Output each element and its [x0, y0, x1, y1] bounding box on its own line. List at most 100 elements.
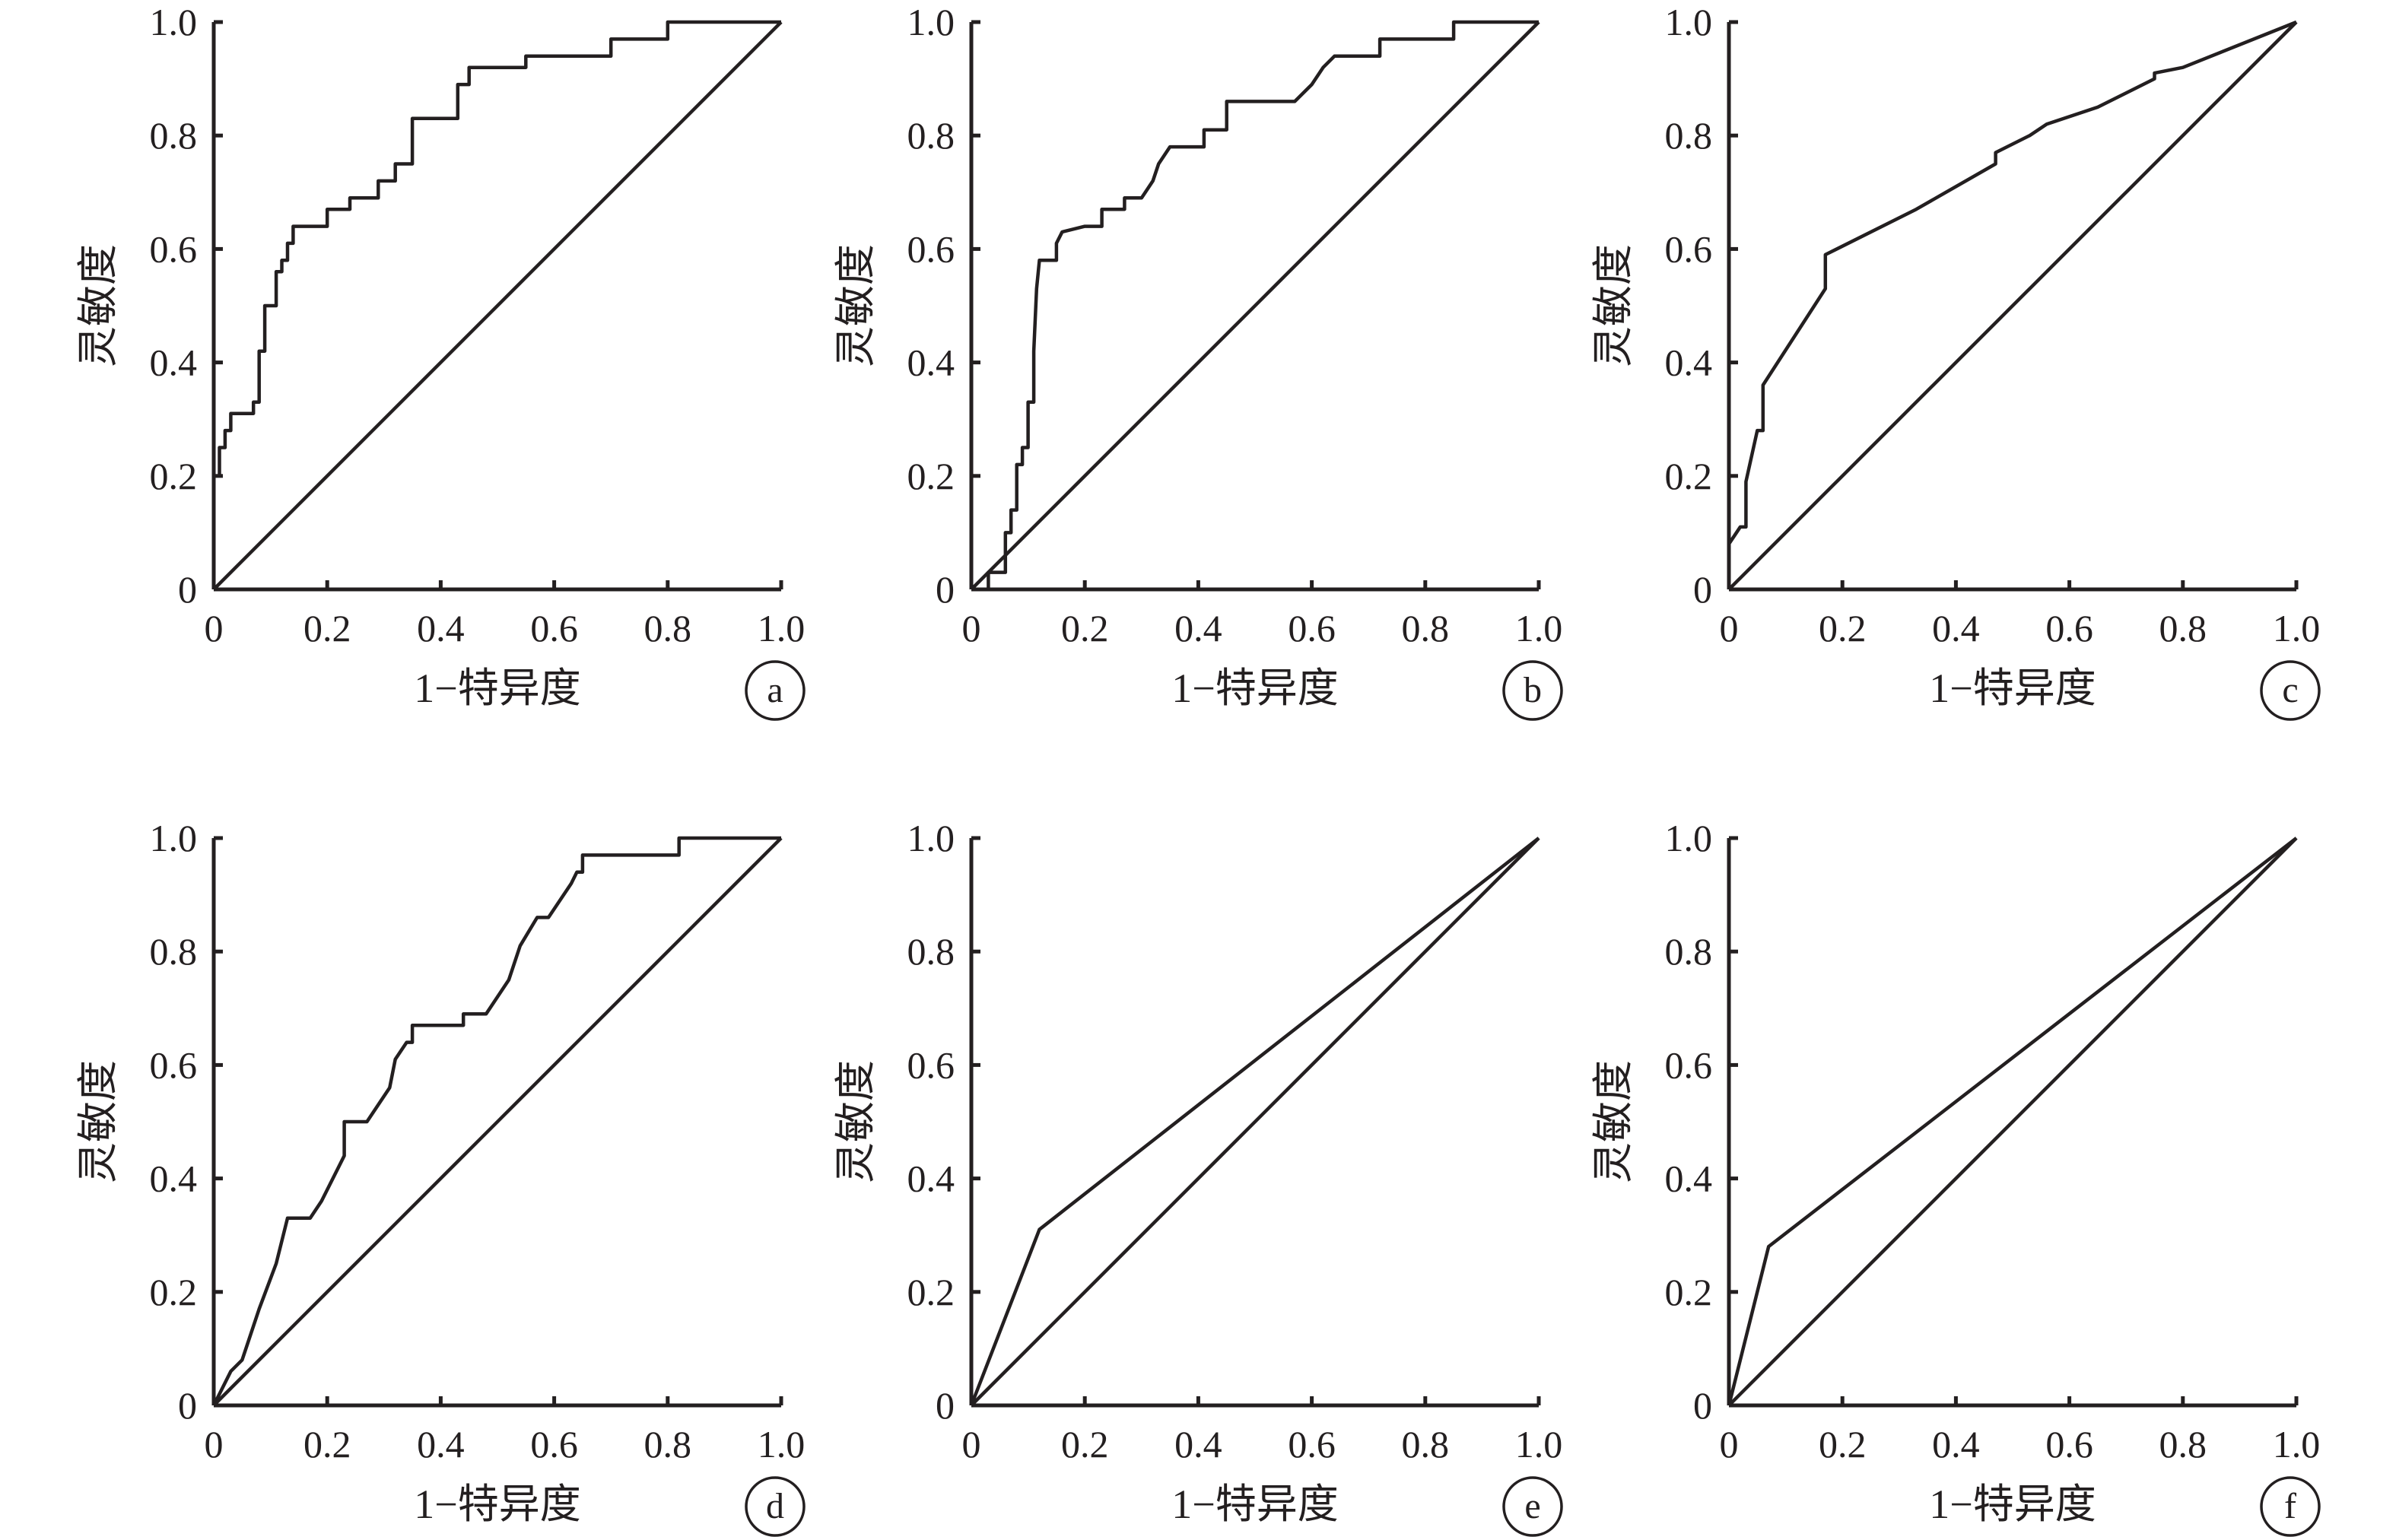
x-tick-label: 0.4: [417, 607, 465, 649]
x-tick-label: 1.0: [2273, 607, 2321, 649]
y-tick-label: 0.6: [1665, 1043, 1713, 1086]
y-axis-title: 灵敏度: [1590, 244, 1636, 367]
panel-tag-label: a: [767, 670, 783, 710]
panel-tag-label: e: [1524, 1486, 1540, 1526]
panel-tag-label: f: [2284, 1486, 2296, 1526]
x-axis-title: 1−特异度: [414, 1481, 580, 1527]
x-tick-label: 0.2: [303, 607, 351, 649]
x-tick-label: 0.8: [2159, 607, 2207, 649]
y-tick-label: 0.8: [1665, 930, 1713, 973]
y-tick-label: 1.0: [150, 1, 198, 43]
reference-diagonal-line: [1727, 837, 2298, 1407]
y-tick-label: 0.8: [907, 930, 955, 973]
chart-panel-b: 0 0.2 0.4 0.6 0.8 1.0 0 0.2 0.4 0.6 0.8 1.0 1−特异度 灵敏度…: [833, 1, 1563, 721]
chart-panel-c: 0 0.2 0.4 0.6 0.8 1.0 0 0.2 0.4 0.6 0.8 1.0 1−特异度 灵敏度…: [1590, 1, 2321, 721]
y-tick-label: 0.2: [150, 455, 198, 497]
y-tick-label: 0.2: [150, 1271, 198, 1313]
x-tick-label: 0.6: [2045, 1423, 2093, 1465]
x-tick-label: 0.8: [1402, 607, 1450, 649]
y-tick-label: 1.0: [1665, 817, 1713, 859]
x-tick-label: 0.8: [644, 1423, 692, 1465]
chart-panel-d: 0 0.2 0.4 0.6 0.8 1.0 0 0.2 0.4 0.6 0.8 1.0 1−特异度 灵敏度…: [75, 817, 806, 1537]
panel-tag-circle: [1502, 660, 1563, 721]
y-tick-label: 0: [1693, 1384, 1712, 1427]
x-axis-title: 1−特异度: [414, 665, 580, 711]
y-tick-label: 1.0: [150, 817, 198, 859]
panel-tag-label: c: [2282, 670, 2298, 710]
x-tick-label: 0.2: [1061, 1423, 1109, 1465]
roc-curve-line: [1727, 837, 2298, 1406]
y-tick-label: 0.2: [907, 1271, 955, 1313]
y-tick-label: 1.0: [1665, 1, 1713, 43]
y-axis-title: 灵敏度: [75, 1060, 121, 1183]
chart-panel-a: 0 0.2 0.4 0.6 0.8 1.0 0 0.2 0.4 0.6 0.8 1.0 1−特异度 灵敏度…: [75, 1, 806, 721]
y-tick-label: 0.4: [150, 341, 198, 384]
x-tick-label: 1.0: [2273, 1423, 2321, 1465]
x-tick-label: 1.0: [1515, 607, 1563, 649]
reference-diagonal-line: [970, 837, 1540, 1407]
panel-tag-circle: [745, 1476, 806, 1537]
y-tick-label: 0.2: [907, 455, 955, 497]
y-tick-label: 0: [936, 568, 955, 611]
panel-tag-circle: [2260, 1476, 2321, 1537]
x-tick-label: 0: [205, 1423, 224, 1465]
x-tick-label: 0.6: [2045, 607, 2093, 649]
x-tick-label: 0.4: [1932, 607, 1980, 649]
y-tick-label: 0.6: [907, 1043, 955, 1086]
x-tick-label: 1.0: [1515, 1423, 1563, 1465]
y-tick-label: 1.0: [907, 817, 955, 859]
y-tick-label: 0: [1693, 568, 1712, 611]
roc-curve-line: [1727, 20, 2297, 545]
y-tick-label: 0.4: [1665, 341, 1713, 384]
x-axis-title: 1−特异度: [1929, 1481, 2096, 1527]
x-tick-label: 0.2: [303, 1423, 351, 1465]
x-tick-label: 0.2: [1061, 607, 1109, 649]
y-tick-label: 0.6: [150, 227, 198, 270]
panel-tag-label: b: [1524, 670, 1542, 710]
x-tick-label: 0.6: [1288, 1423, 1336, 1465]
y-tick-label: 0.6: [150, 1043, 198, 1086]
x-axis-title: 1−特异度: [1171, 1481, 1338, 1527]
y-tick-label: 0.6: [907, 227, 955, 270]
y-axis-title: 灵敏度: [75, 244, 121, 367]
y-tick-label: 0.4: [1665, 1157, 1713, 1200]
y-axis-title: 灵敏度: [833, 244, 879, 367]
reference-diagonal-line: [970, 21, 1540, 591]
y-tick-label: 0.2: [1665, 1271, 1713, 1313]
y-axis-title: 灵敏度: [1590, 1060, 1636, 1183]
chart-panel-e: 0 0.2 0.4 0.6 0.8 1.0 0 0.2 0.4 0.6 0.8 1.0 1−特异度 灵敏度…: [833, 817, 1563, 1537]
x-axis-title: 1−特异度: [1929, 665, 2096, 711]
y-tick-label: 0: [178, 568, 197, 611]
panel-tag-circle: [2260, 660, 2321, 721]
x-tick-label: 0.4: [1174, 607, 1222, 649]
chart-panel-f: 0 0.2 0.4 0.6 0.8 1.0 0 0.2 0.4 0.6 0.8 1.0 1−特异度 灵敏度…: [1590, 817, 2321, 1537]
y-tick-label: 0.4: [907, 1157, 955, 1200]
x-axis-title: 1−特异度: [1171, 665, 1338, 711]
y-tick-label: 0.4: [150, 1157, 198, 1200]
y-axis-title: 灵敏度: [833, 1060, 879, 1183]
x-tick-label: 0.4: [1174, 1423, 1222, 1465]
y-tick-label: 0.4: [907, 341, 955, 384]
x-tick-label: 0.2: [1819, 1423, 1867, 1465]
y-tick-label: 0: [178, 1384, 197, 1427]
y-tick-label: 0.8: [150, 930, 198, 973]
reference-diagonal-line: [212, 837, 783, 1407]
x-tick-label: 0.8: [644, 607, 692, 649]
roc-curve-line: [211, 20, 781, 589]
y-tick-label: 1.0: [907, 1, 955, 43]
x-tick-label: 0: [962, 1423, 981, 1465]
x-tick-label: 0.8: [1402, 1423, 1450, 1465]
y-tick-label: 0.6: [1665, 227, 1713, 270]
x-tick-label: 0: [1720, 607, 1739, 649]
x-tick-label: 0.6: [1288, 607, 1336, 649]
x-tick-label: 0.6: [530, 607, 578, 649]
x-tick-label: 0.8: [2159, 1423, 2207, 1465]
y-tick-label: 0.8: [1665, 114, 1713, 157]
x-tick-label: 1.0: [758, 1423, 806, 1465]
roc-curve-line: [211, 836, 781, 1407]
roc-curve-line: [987, 20, 1539, 589]
x-tick-label: 0.6: [530, 1423, 578, 1465]
x-tick-label: 0: [205, 607, 224, 649]
panel-tag-circle: [745, 660, 806, 721]
